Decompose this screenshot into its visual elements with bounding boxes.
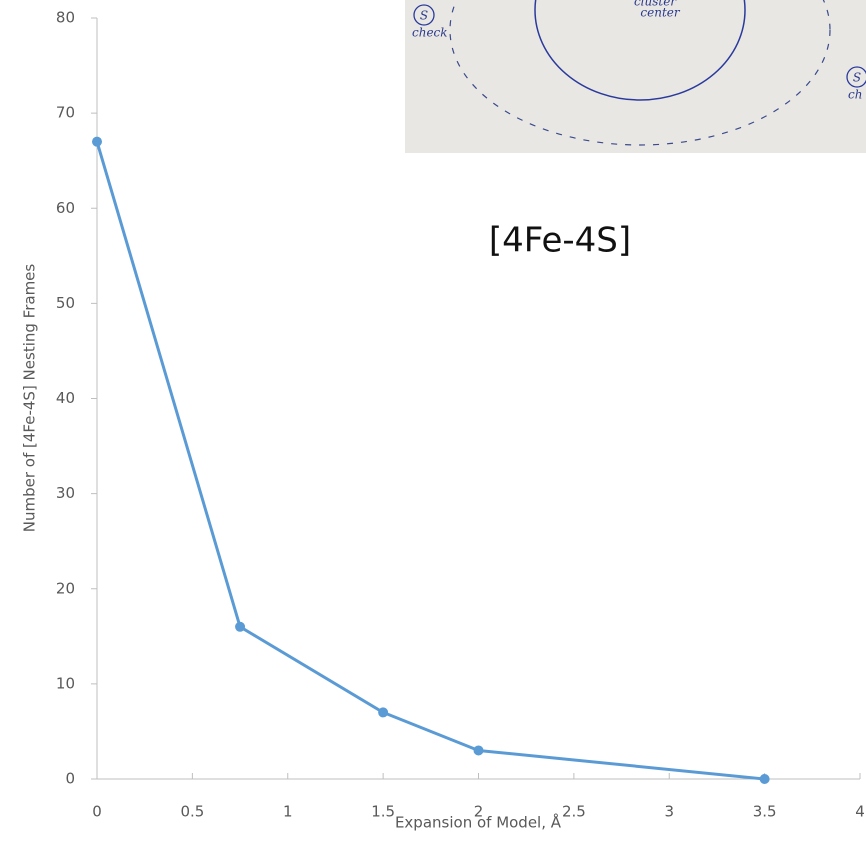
x-axis-label: Expansion of Model, Å (395, 813, 562, 832)
y-tick-label: 60 (56, 199, 75, 217)
photo-background (405, 0, 866, 153)
x-tick-label: 0 (92, 803, 102, 821)
y-tick-label: 70 (56, 104, 75, 122)
y-tick-label: 50 (56, 294, 75, 312)
x-tick-label: 4 (855, 803, 865, 821)
x-tick-label: 3.5 (753, 803, 777, 821)
dashed-circle (449, 0, 831, 146)
x-tick-label: 2.5 (562, 803, 586, 821)
inset-text: S (853, 71, 861, 85)
data-point (473, 745, 484, 756)
inset-photo: S check cluster center S ch (405, 0, 866, 153)
inset-text: check (412, 26, 448, 40)
y-tick-label: 0 (65, 770, 75, 788)
inset-text: center (640, 6, 680, 20)
x-tick-label: 2 (474, 803, 484, 821)
x-tick-label: 1 (283, 803, 293, 821)
inset-text: ch (848, 88, 862, 102)
y-tick-label: 30 (56, 484, 75, 502)
data-point (759, 774, 770, 784)
solid-circle (534, 0, 746, 101)
y-axis-label: Number of [4Fe-4S] Nesting Frames (21, 264, 39, 533)
series-line (95, 141, 765, 781)
data-point (235, 621, 246, 632)
chart-title: [4Fe-4S] (489, 221, 631, 261)
x-tick-label: 3 (664, 803, 674, 821)
y-tick-label: 40 (56, 389, 75, 407)
y-tick-label: 80 (56, 9, 75, 27)
x-tick-label: 1.5 (371, 803, 395, 821)
s-circle (846, 66, 866, 88)
inset-text: S (420, 9, 428, 23)
data-point (378, 707, 389, 718)
s-circle (413, 4, 435, 26)
y-tick-label: 20 (56, 579, 75, 597)
x-tick-label: 0.5 (180, 803, 204, 821)
y-tick-label: 10 (56, 674, 75, 692)
inset-text: cluster (634, 0, 677, 9)
data-point (92, 136, 102, 147)
